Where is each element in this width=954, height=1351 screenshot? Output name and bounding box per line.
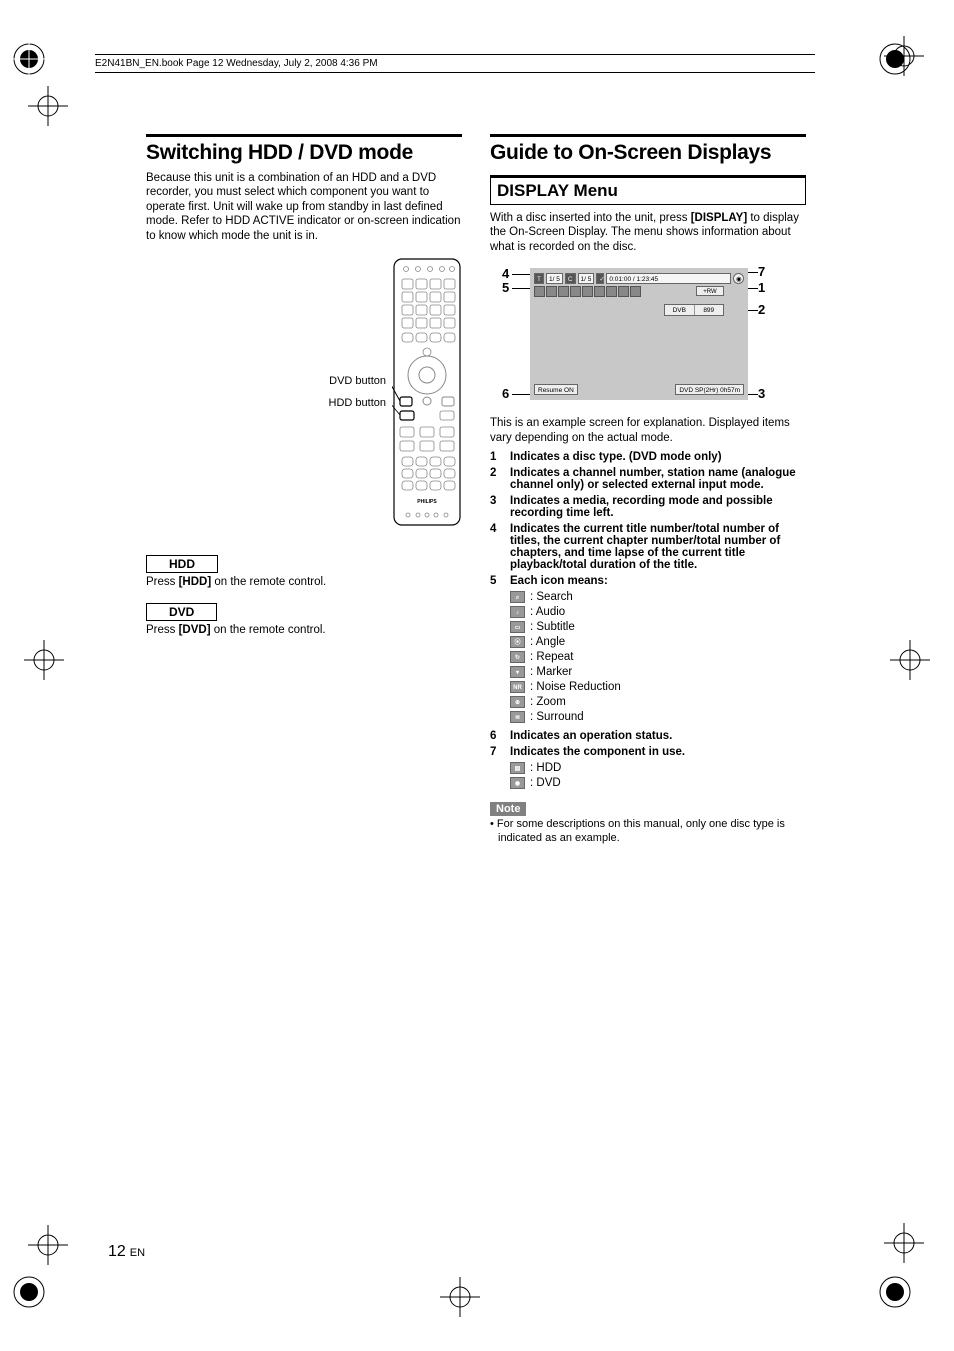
- page-number: 12EN: [108, 1243, 145, 1261]
- intro-pre: With a disc inserted into the unit, pres…: [490, 212, 691, 224]
- left-column: Switching HDD / DVD mode Because this un…: [146, 134, 462, 845]
- desc-7: Indicates the component in use.: [510, 746, 685, 758]
- dvd-mode-block: DVD Press [DVD] on the remote control.: [146, 603, 462, 637]
- hdd-text-post: on the remote control.: [211, 576, 326, 588]
- dvd-text-pre: Press: [146, 624, 179, 636]
- intro-text: Because this unit is a combination of an…: [146, 171, 462, 243]
- hdd-text-pre: Press: [146, 576, 179, 588]
- hdd-icon: ▤: [510, 762, 525, 774]
- registration-mark-icon: [878, 1275, 912, 1309]
- osd-caption: This is an example screen for explanatio…: [490, 416, 806, 445]
- callout-4: 4: [502, 266, 509, 281]
- osd-figure: 4 5 6 7 1 2 3 T 1/ 5 C 1/ 5 ✓: [490, 262, 806, 412]
- desc-5: Each icon means:: [510, 575, 608, 587]
- description-list: 1Indicates a disc type. (DVD mode only) …: [490, 451, 806, 792]
- clock-icon: ✓: [596, 273, 604, 284]
- heading-guide: Guide to On-Screen Displays: [490, 134, 806, 165]
- callout-7: 7: [758, 264, 765, 279]
- registration-mark-icon: [12, 42, 46, 76]
- crosshair-icon: [884, 1223, 924, 1263]
- angle-icon: ⦿: [510, 636, 525, 648]
- dvd-text-post: on the remote control.: [211, 624, 326, 636]
- repeat-icon: ↻: [510, 651, 525, 663]
- osd-rec: DVD SP(2Hr) 0h57m: [675, 384, 744, 395]
- desc-4: Indicates the current title number/total…: [510, 523, 806, 571]
- osd-screen: T 1/ 5 C 1/ 5 ✓ 0:01:00 / 1:23:45 ◉ +RW …: [530, 268, 748, 400]
- crosshair-icon: [24, 640, 64, 680]
- disc-icon: ◉: [733, 273, 744, 284]
- note-tag: Note: [490, 802, 526, 816]
- dvd-tag: DVD: [146, 603, 217, 621]
- svg-text:PHILIPS: PHILIPS: [417, 499, 437, 505]
- heading-display-menu: DISPLAY Menu: [490, 175, 806, 205]
- note-text: • For some descriptions on this manual, …: [490, 818, 806, 846]
- dvd-icon: ◉: [510, 777, 525, 789]
- osd-time: 0:01:00 / 1:23:45: [606, 273, 731, 284]
- surround-icon: ≋: [510, 711, 525, 723]
- audio-icon: ♪: [510, 606, 525, 618]
- noise-reduction-icon: NR: [510, 681, 525, 693]
- right-column: Guide to On-Screen Displays DISPLAY Menu…: [490, 134, 806, 845]
- intro-bold: [DISPLAY]: [691, 212, 747, 224]
- osd-title: 1/ 5: [546, 273, 563, 284]
- remote-figure: DVD button HDD button: [146, 257, 462, 527]
- callout-6: 6: [502, 386, 509, 401]
- callout-1: 1: [758, 280, 765, 295]
- crosshair-icon: [440, 1277, 480, 1317]
- hdd-tag: HDD: [146, 555, 218, 573]
- dvd-text-bold: [DVD]: [179, 624, 211, 636]
- osd-disc-type: +RW: [696, 286, 724, 296]
- hdd-mode-block: HDD Press [HDD] on the remote control.: [146, 555, 462, 589]
- desc-3: Indicates a media, recording mode and po…: [510, 495, 806, 519]
- osd-resume: Resume ON: [534, 384, 578, 395]
- callout-5: 5: [502, 280, 509, 295]
- icon-legend: ⌕: Search ♪: Audio ▭: Subtitle ⦿: Angle …: [510, 591, 806, 723]
- remote-control-icon: PHILIPS: [392, 257, 462, 527]
- hdd-text-bold: [HDD]: [179, 576, 212, 588]
- desc-1: Indicates a disc type. (DVD mode only): [510, 451, 806, 463]
- crosshair-icon: [890, 640, 930, 680]
- osd-c-label: C: [565, 273, 576, 284]
- osd-ch-num: 899: [695, 305, 724, 315]
- desc-6: Indicates an operation status.: [510, 730, 806, 742]
- osd-t-label: T: [534, 273, 544, 284]
- heading-switching: Switching HDD / DVD mode: [146, 134, 462, 165]
- callout-3: 3: [758, 386, 765, 401]
- subtitle-icon: ▭: [510, 621, 525, 633]
- page-header: E2N41BN_EN.book Page 12 Wednesday, July …: [95, 54, 815, 73]
- callout-2: 2: [758, 302, 765, 317]
- zoom-icon: ⊕: [510, 696, 525, 708]
- crosshair-icon: [28, 1225, 68, 1265]
- hdd-button-label: HDD button: [329, 392, 386, 414]
- registration-mark-icon: [12, 1275, 46, 1309]
- osd-ch-sys: DVB: [665, 305, 695, 315]
- search-icon: ⌕: [510, 591, 525, 603]
- crosshair-icon: [884, 36, 924, 76]
- desc-2: Indicates a channel number, station name…: [510, 467, 806, 491]
- dvd-button-label: DVD button: [329, 370, 386, 392]
- marker-icon: ▾: [510, 666, 525, 678]
- crosshair-icon: [28, 86, 68, 126]
- osd-chapter: 1/ 5: [578, 273, 595, 284]
- osd-channel: DVB 899: [664, 304, 724, 316]
